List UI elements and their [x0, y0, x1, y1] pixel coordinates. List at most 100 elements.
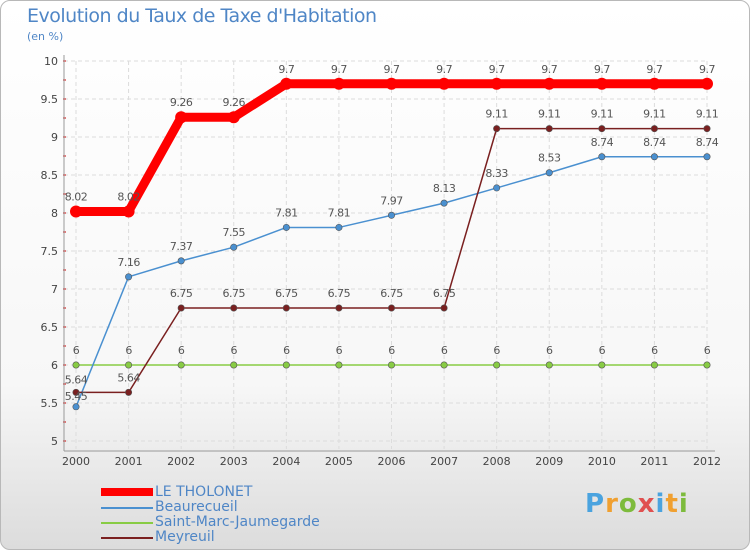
data-point — [703, 125, 711, 133]
data-label: 6 — [704, 344, 711, 357]
y-tick-label: 6 — [51, 359, 58, 372]
logo-letter: x — [637, 489, 656, 519]
logo-letter: r — [605, 489, 619, 519]
data-point — [440, 304, 448, 312]
x-tick-label: 2000 — [62, 455, 90, 468]
data-point — [282, 223, 290, 231]
data-label: 9.11 — [591, 108, 614, 121]
data-point — [595, 77, 608, 90]
chart-subtitle: (en %) — [27, 30, 64, 43]
data-point — [332, 77, 345, 90]
logo-letter: o — [618, 489, 638, 519]
data-label: 6 — [388, 344, 395, 357]
x-tick-label: 2009 — [535, 455, 563, 468]
y-tick-label: 5 — [51, 435, 58, 448]
data-point — [335, 361, 343, 369]
data-point — [125, 388, 133, 396]
x-tick-label: 2007 — [430, 455, 458, 468]
data-label: 7.16 — [117, 256, 140, 269]
data-point — [177, 361, 185, 369]
data-label: 7.37 — [170, 240, 193, 253]
legend-label-meyreuil: Meyreuil — [155, 529, 215, 545]
data-point — [490, 77, 503, 90]
x-tick-label: 2002 — [167, 455, 195, 468]
x-tick-label: 2011 — [640, 455, 668, 468]
data-point — [598, 125, 606, 133]
legend-swatch-meyreuil — [101, 537, 153, 539]
data-point — [230, 304, 238, 312]
data-label: 9.7 — [436, 63, 452, 76]
data-point — [545, 361, 553, 369]
data-label: 7.81 — [275, 206, 298, 219]
data-point — [72, 403, 80, 411]
data-point — [387, 304, 395, 312]
data-label: 9.7 — [384, 63, 400, 76]
data-point — [230, 243, 238, 251]
data-label: 8.74 — [643, 136, 666, 149]
data-point — [72, 388, 80, 396]
legend-label-le-tholonet: LE THOLONET — [155, 484, 253, 500]
logo-letter: t — [665, 489, 679, 519]
data-label: 6 — [599, 344, 606, 357]
data-label: 8.74 — [696, 136, 719, 149]
data-label: 6.75 — [433, 287, 456, 300]
data-point — [650, 125, 658, 133]
data-point — [440, 199, 448, 207]
data-label: 7.55 — [223, 226, 246, 239]
data-point — [175, 111, 188, 124]
data-point — [598, 153, 606, 161]
data-label: 6 — [493, 344, 500, 357]
data-label: 9.11 — [538, 108, 561, 121]
legend-swatch-le-tholonet — [101, 488, 153, 496]
data-label: 7.81 — [328, 206, 351, 219]
y-tick-label: 9.5 — [41, 93, 59, 106]
data-label: 8.02 — [65, 190, 88, 203]
data-point — [227, 111, 240, 124]
data-label: 9.7 — [278, 63, 294, 76]
data-label: 6 — [283, 344, 290, 357]
x-tick-label: 2012 — [693, 455, 721, 468]
data-label: 8.13 — [433, 182, 456, 195]
data-point — [125, 273, 133, 281]
y-tick-label: 8.5 — [41, 169, 59, 182]
data-point — [230, 361, 238, 369]
data-point — [438, 77, 451, 90]
x-tick-label: 2005 — [325, 455, 353, 468]
legend-swatch-beaurecueil — [101, 507, 153, 509]
x-tick-label: 2008 — [483, 455, 511, 468]
data-point — [543, 77, 556, 90]
data-point — [493, 125, 501, 133]
data-label: 6 — [651, 344, 658, 357]
data-label: 9.11 — [643, 108, 666, 121]
data-label: 6 — [336, 344, 343, 357]
data-point — [282, 304, 290, 312]
legend-label-saint-marc-jaumegarde: Saint-Marc-Jaumegarde — [155, 514, 320, 530]
x-tick-label: 2010 — [588, 455, 616, 468]
data-label: 9.11 — [696, 108, 719, 121]
data-point — [493, 361, 501, 369]
data-label: 5.45 — [65, 390, 88, 403]
x-tick-label: 2003 — [220, 455, 248, 468]
data-label: 9.7 — [489, 63, 505, 76]
data-point — [703, 153, 711, 161]
data-label: 9.7 — [646, 63, 662, 76]
data-label: 9.7 — [699, 63, 715, 76]
data-point — [385, 77, 398, 90]
data-point — [280, 77, 293, 90]
x-tick-label: 2004 — [272, 455, 300, 468]
data-label: 8.02 — [117, 190, 140, 203]
data-point — [440, 361, 448, 369]
legend-swatch-saint-marc-jaumegarde — [101, 522, 153, 524]
data-point — [598, 361, 606, 369]
y-tick-label: 5.5 — [41, 397, 59, 410]
data-point — [545, 169, 553, 177]
data-point — [335, 304, 343, 312]
logo-letter: P — [585, 489, 606, 519]
x-tick-label: 2001 — [115, 455, 143, 468]
chart-title: Evolution du Taux de Taxe d'Habitation — [27, 5, 377, 27]
data-label: 6 — [441, 344, 448, 357]
brand-logo: Proxiti — [585, 489, 689, 519]
data-label: 9.7 — [594, 63, 610, 76]
data-point — [335, 223, 343, 231]
